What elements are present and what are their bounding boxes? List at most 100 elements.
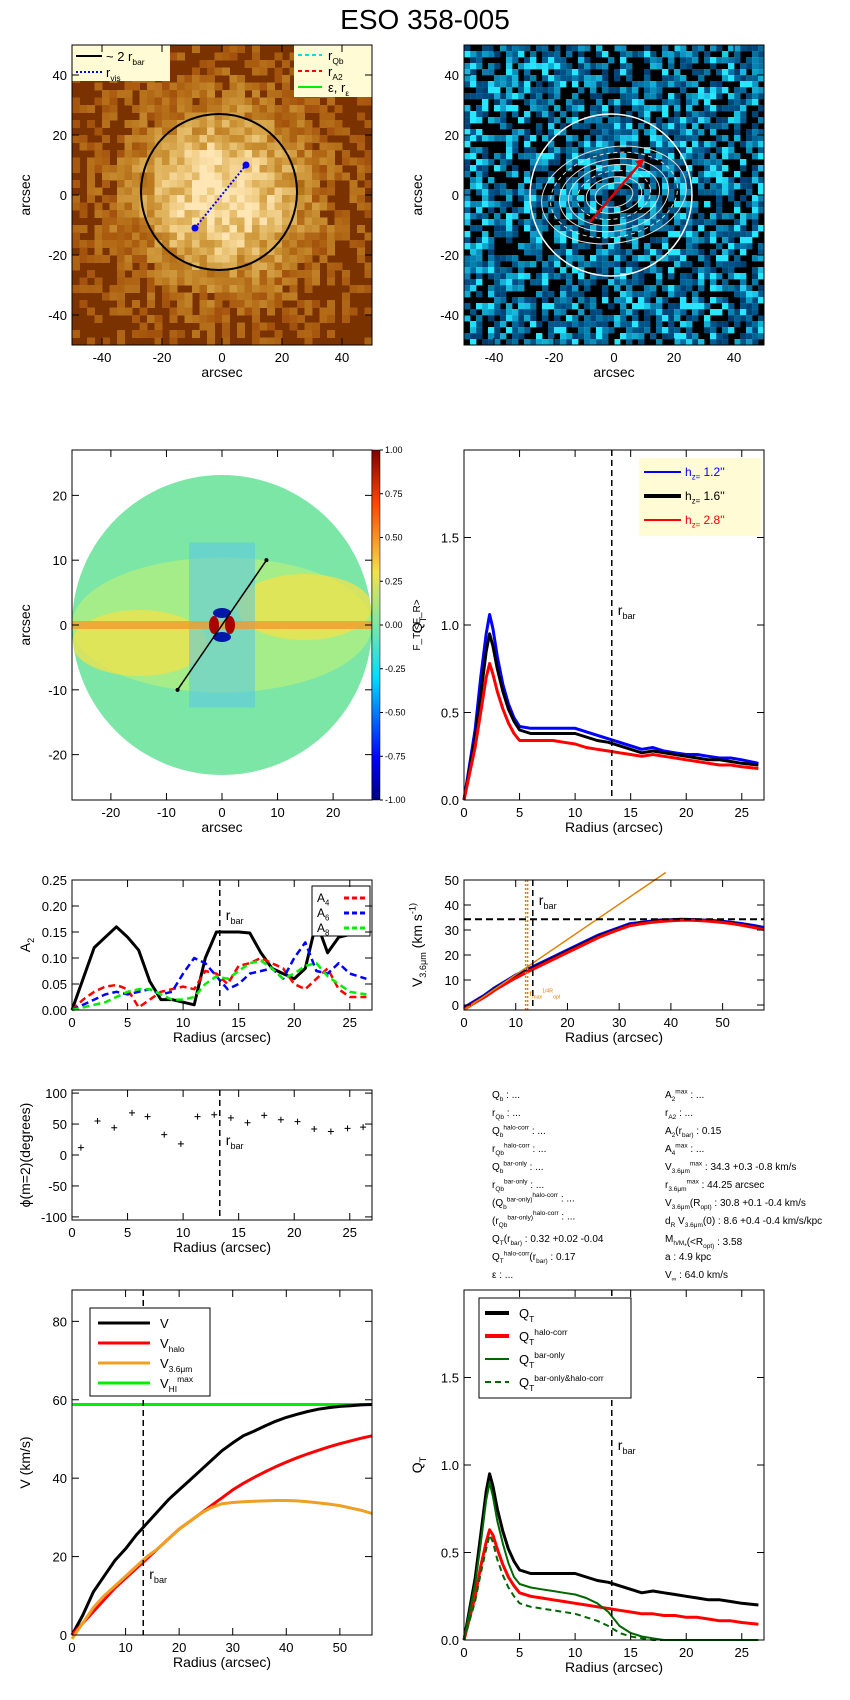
residual-pixel [686, 219, 693, 226]
vcirc-xtick-label: 0 [460, 1015, 467, 1030]
residual-pixel [518, 261, 525, 268]
image-pixel [207, 90, 215, 98]
image-pixel [109, 90, 118, 98]
image-pixel [312, 232, 320, 241]
residual-pixel [572, 255, 579, 262]
image-pixel [169, 330, 178, 338]
image-pixel [169, 120, 178, 128]
residual-pixel [626, 123, 633, 130]
residual-pixel [518, 129, 525, 136]
residual-pixel [662, 111, 669, 118]
image-pixel [237, 202, 245, 211]
residual-pixel [590, 87, 597, 94]
residual-pixel [530, 303, 537, 310]
image-pixel [72, 135, 80, 143]
image-pixel [169, 150, 178, 158]
residual-pixel [740, 159, 747, 166]
residual-pixel [578, 171, 585, 178]
image-pixel [87, 187, 95, 196]
image-pixel [94, 277, 103, 286]
residual-pixel [590, 333, 597, 340]
qtcorr-legend-label: QT [519, 1306, 534, 1324]
image-pixel [109, 232, 118, 241]
residual-pixel [482, 339, 489, 346]
residual-pixel [470, 117, 477, 124]
residual-pixel [734, 93, 741, 100]
residual-pixel [590, 153, 597, 160]
image-pixel [357, 157, 365, 166]
residual-pixel [632, 333, 639, 340]
image-pixel [319, 165, 328, 173]
image-pixel [169, 277, 178, 286]
residual-pixel [566, 63, 573, 70]
image-pixel [162, 195, 170, 203]
residual-pixel [590, 93, 597, 100]
image-pixel [94, 285, 103, 293]
residual-pixel [572, 201, 579, 208]
residual-pixel [716, 243, 723, 250]
residual-pixel [584, 153, 591, 160]
residual-pixel [530, 57, 537, 64]
residual-pixel [746, 201, 753, 208]
residual-pixel [578, 105, 585, 112]
residual-pixel [590, 339, 597, 346]
qt-xlabel: Radius (arcsec) [565, 819, 663, 835]
qt-ytick-label: 0.0 [441, 793, 459, 808]
residual-pixel [710, 339, 717, 346]
image-pixel [177, 330, 185, 338]
image-pixel [222, 270, 230, 278]
image-pixel [364, 180, 373, 188]
residual-pixel [476, 261, 483, 268]
image-pixel [102, 172, 110, 181]
residual-pixel [662, 177, 669, 184]
residual-pixel [464, 333, 471, 340]
image-pixel [229, 187, 238, 196]
image-pixel [184, 300, 193, 308]
residual-pixel [626, 141, 633, 148]
image-pixel [259, 172, 268, 181]
residual-pixel [542, 219, 549, 226]
image-pixel [117, 330, 125, 338]
residual-pixel [710, 159, 717, 166]
image-pixel [124, 120, 133, 128]
residual-pixel [470, 135, 477, 142]
image-pixel [184, 135, 193, 143]
qt-legend-label: hz= 2.8'' [685, 513, 725, 530]
residual-pixel [476, 267, 483, 274]
residual-pixel [476, 243, 483, 250]
residual-pixel [710, 129, 717, 136]
residual-pixel [710, 81, 717, 88]
image-pixel [357, 97, 365, 106]
residual-pixel [704, 111, 711, 118]
residual-pixel [566, 99, 573, 106]
residual-pixel [638, 183, 645, 190]
image-pixel [244, 247, 253, 256]
residual-pixel [476, 333, 483, 340]
residual-pixel [518, 285, 525, 292]
residual-pixel [674, 333, 681, 340]
residual-pixel [686, 231, 693, 238]
residual-pixel [614, 255, 621, 262]
residual-pixel [596, 105, 603, 112]
image-pixel [229, 45, 238, 53]
image-pixel [132, 270, 140, 278]
image-pixel [304, 262, 313, 271]
image-pixel [327, 127, 335, 136]
residual-pixel [470, 81, 477, 88]
image-pixel [304, 255, 313, 263]
image-pixel [87, 165, 95, 173]
residual-pixel [734, 57, 741, 64]
residual-pixel [548, 261, 555, 268]
image-pixel [184, 195, 193, 203]
image-pixel [207, 157, 215, 166]
residual-pixel [482, 99, 489, 106]
image-pixel [162, 255, 170, 263]
residual-pixel [650, 285, 657, 292]
image-pixel [177, 225, 185, 233]
residual-pixel [734, 183, 741, 190]
image-pixel [79, 202, 88, 211]
residual-pixel [464, 159, 471, 166]
image-pixel [297, 210, 305, 218]
vcirc-ytick-label: 50 [445, 873, 459, 888]
image-pixel [132, 232, 140, 241]
